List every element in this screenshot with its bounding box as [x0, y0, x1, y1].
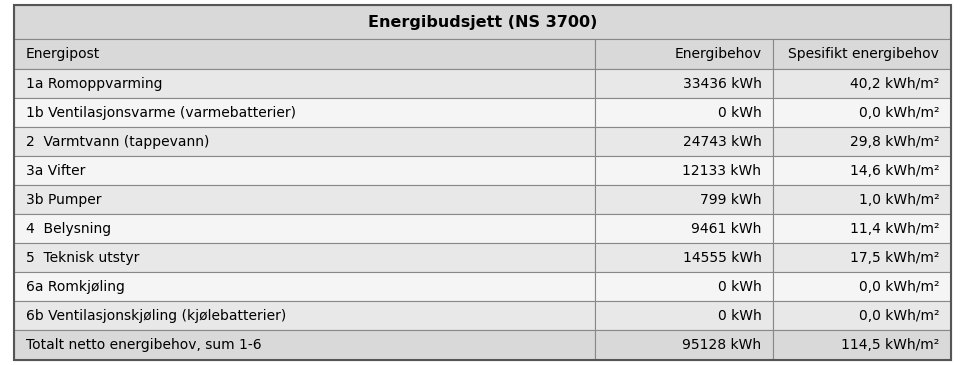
Bar: [14, 330, 594, 360]
Text: Spesifikt energibehov: Spesifikt energibehov: [788, 47, 939, 61]
Bar: [773, 39, 951, 69]
Bar: [14, 156, 594, 185]
Bar: [594, 98, 773, 127]
Bar: [773, 330, 951, 360]
Bar: [773, 214, 951, 243]
Text: Energibudsjett (NS 3700): Energibudsjett (NS 3700): [368, 15, 597, 30]
Text: 1a Romoppvarming: 1a Romoppvarming: [26, 77, 162, 91]
Text: 14,6 kWh/m²: 14,6 kWh/m²: [850, 164, 939, 178]
Bar: [594, 301, 773, 330]
Text: 0,0 kWh/m²: 0,0 kWh/m²: [859, 309, 939, 323]
Text: 0 kWh: 0 kWh: [718, 106, 761, 120]
Bar: [594, 156, 773, 185]
Bar: [14, 69, 594, 98]
Bar: [14, 39, 594, 69]
Text: 3b Pumper: 3b Pumper: [26, 193, 101, 207]
Text: 11,4 kWh/m²: 11,4 kWh/m²: [850, 222, 939, 236]
Bar: [773, 127, 951, 156]
Bar: [594, 69, 773, 98]
Text: 4  Belysning: 4 Belysning: [26, 222, 111, 236]
Bar: [14, 127, 594, 156]
Bar: [14, 272, 594, 301]
Text: 9461 kWh: 9461 kWh: [691, 222, 761, 236]
Text: 6b Ventilasjonskjøling (kjølebatterier): 6b Ventilasjonskjøling (kjølebatterier): [26, 309, 286, 323]
Text: Totalt netto energibehov, sum 1-6: Totalt netto energibehov, sum 1-6: [26, 338, 262, 352]
Text: 1b Ventilasjonsvarme (varmebatterier): 1b Ventilasjonsvarme (varmebatterier): [26, 106, 295, 120]
Text: 2  Varmtvann (tappevann): 2 Varmtvann (tappevann): [26, 135, 209, 149]
Bar: [773, 272, 951, 301]
Bar: [773, 301, 951, 330]
Text: 29,8 kWh/m²: 29,8 kWh/m²: [850, 135, 939, 149]
Bar: [594, 214, 773, 243]
Bar: [14, 98, 594, 127]
Text: 0 kWh: 0 kWh: [718, 309, 761, 323]
Text: 1,0 kWh/m²: 1,0 kWh/m²: [859, 193, 939, 207]
Text: 40,2 kWh/m²: 40,2 kWh/m²: [850, 77, 939, 91]
Bar: [14, 185, 594, 214]
Text: Energibehov: Energibehov: [675, 47, 761, 61]
Text: 14555 kWh: 14555 kWh: [682, 251, 761, 265]
Bar: [594, 185, 773, 214]
Text: 33436 kWh: 33436 kWh: [682, 77, 761, 91]
Bar: [594, 39, 773, 69]
Bar: [14, 243, 594, 272]
Text: 95128 kWh: 95128 kWh: [682, 338, 761, 352]
Text: 0,0 kWh/m²: 0,0 kWh/m²: [859, 106, 939, 120]
Text: 0 kWh: 0 kWh: [718, 280, 761, 294]
Bar: [14, 5, 951, 39]
Text: 24743 kWh: 24743 kWh: [682, 135, 761, 149]
Bar: [773, 98, 951, 127]
Bar: [594, 272, 773, 301]
Bar: [773, 185, 951, 214]
Bar: [773, 243, 951, 272]
Text: 17,5 kWh/m²: 17,5 kWh/m²: [850, 251, 939, 265]
Text: 0,0 kWh/m²: 0,0 kWh/m²: [859, 280, 939, 294]
Bar: [773, 69, 951, 98]
Text: 114,5 kWh/m²: 114,5 kWh/m²: [841, 338, 939, 352]
Bar: [14, 301, 594, 330]
Text: 3a Vifter: 3a Vifter: [26, 164, 85, 178]
Text: 6a Romkjøling: 6a Romkjøling: [26, 280, 124, 294]
Text: 799 kWh: 799 kWh: [700, 193, 761, 207]
Bar: [14, 214, 594, 243]
Bar: [594, 127, 773, 156]
Bar: [773, 156, 951, 185]
Text: 5  Teknisk utstyr: 5 Teknisk utstyr: [26, 251, 139, 265]
Bar: [594, 243, 773, 272]
Text: Energipost: Energipost: [26, 47, 100, 61]
Bar: [594, 330, 773, 360]
Text: 12133 kWh: 12133 kWh: [682, 164, 761, 178]
